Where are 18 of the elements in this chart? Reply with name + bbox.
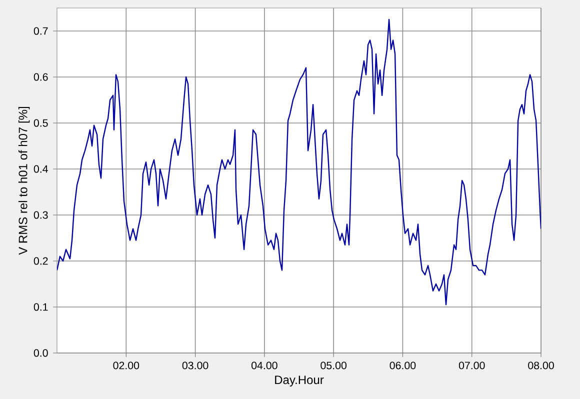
x-axis-title: Day.Hour: [275, 376, 324, 386]
x-tick-label: 03.00: [182, 362, 208, 370]
x-tick-label: 05.00: [320, 362, 347, 370]
y-tick-label: 0.0: [34, 349, 48, 357]
y-tick-label: 0.4: [34, 165, 48, 173]
x-tick-label: 08.00: [528, 362, 554, 370]
x-tick-label: 07.00: [458, 362, 485, 370]
x-tick-label: 02.00: [113, 362, 140, 370]
y-tick-label: 0.2: [34, 257, 48, 265]
line-series: [57, 18, 542, 306]
x-tick-label: 06.00: [390, 362, 416, 370]
x-tick-label: 04.00: [252, 362, 278, 370]
y-tick-label: 0.1: [34, 303, 48, 311]
y-tick-label: 0.7: [34, 27, 48, 35]
y-tick-label: 0.5: [34, 119, 48, 127]
y-axis-title: V RMS rel to h01 of h07 [%]: [18, 107, 30, 255]
y-tick-label: 0.3: [34, 211, 48, 219]
y-tick-label: 0.6: [34, 73, 48, 81]
